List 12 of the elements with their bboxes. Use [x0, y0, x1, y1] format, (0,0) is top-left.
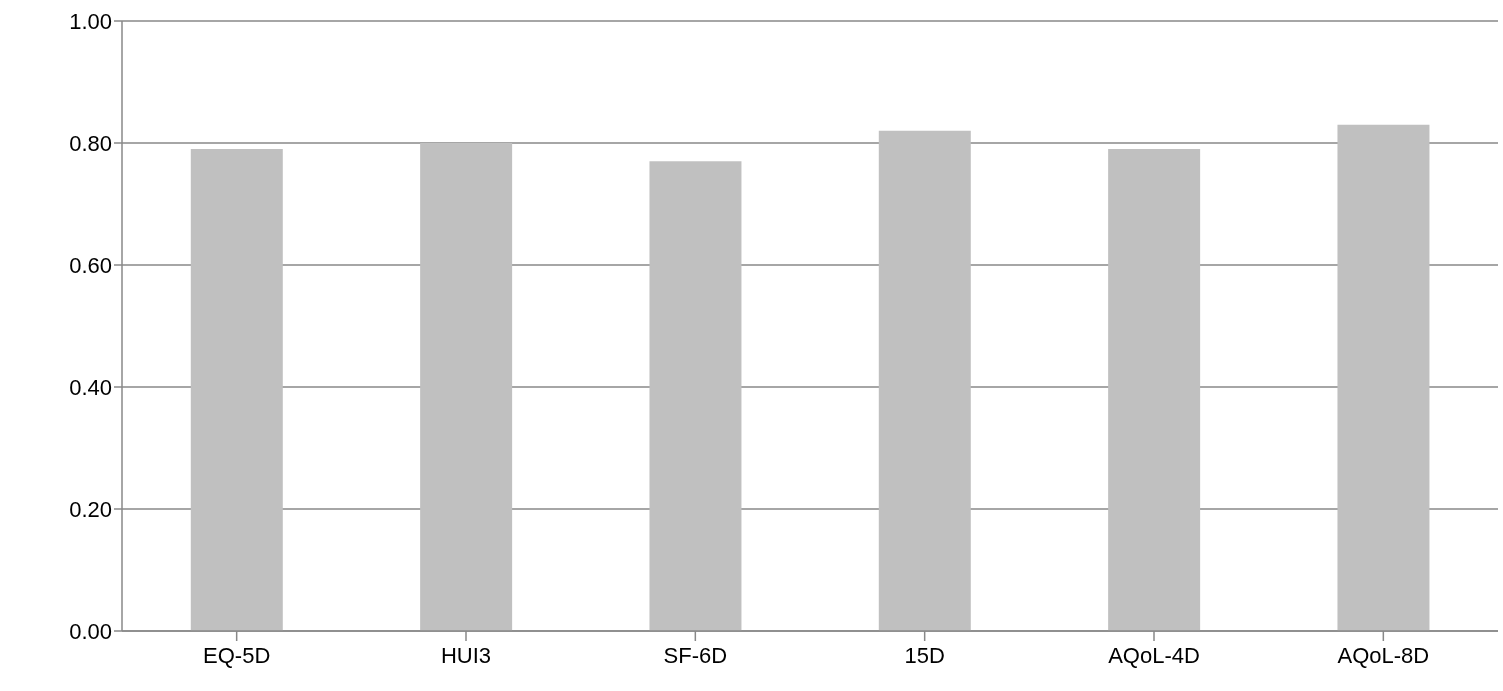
- x-tick-label: AQoL-8D: [1337, 642, 1430, 668]
- y-tick-label: 0.00: [69, 618, 112, 644]
- y-tick-label: 0.80: [69, 130, 112, 156]
- y-tick-label: 0.60: [69, 252, 112, 278]
- y-tick-label: 0.20: [69, 496, 112, 522]
- x-tick-label: SF-6D: [663, 642, 728, 668]
- x-tick-label: AQoL-4D: [1108, 642, 1200, 668]
- x-tick-label: HUI3: [440, 642, 492, 668]
- x-tick-label: 15D: [904, 642, 945, 668]
- y-tick-label: 0.40: [69, 374, 112, 400]
- y-tick-label: 1.00: [69, 8, 112, 34]
- x-tick-label: EQ-5D: [203, 642, 271, 668]
